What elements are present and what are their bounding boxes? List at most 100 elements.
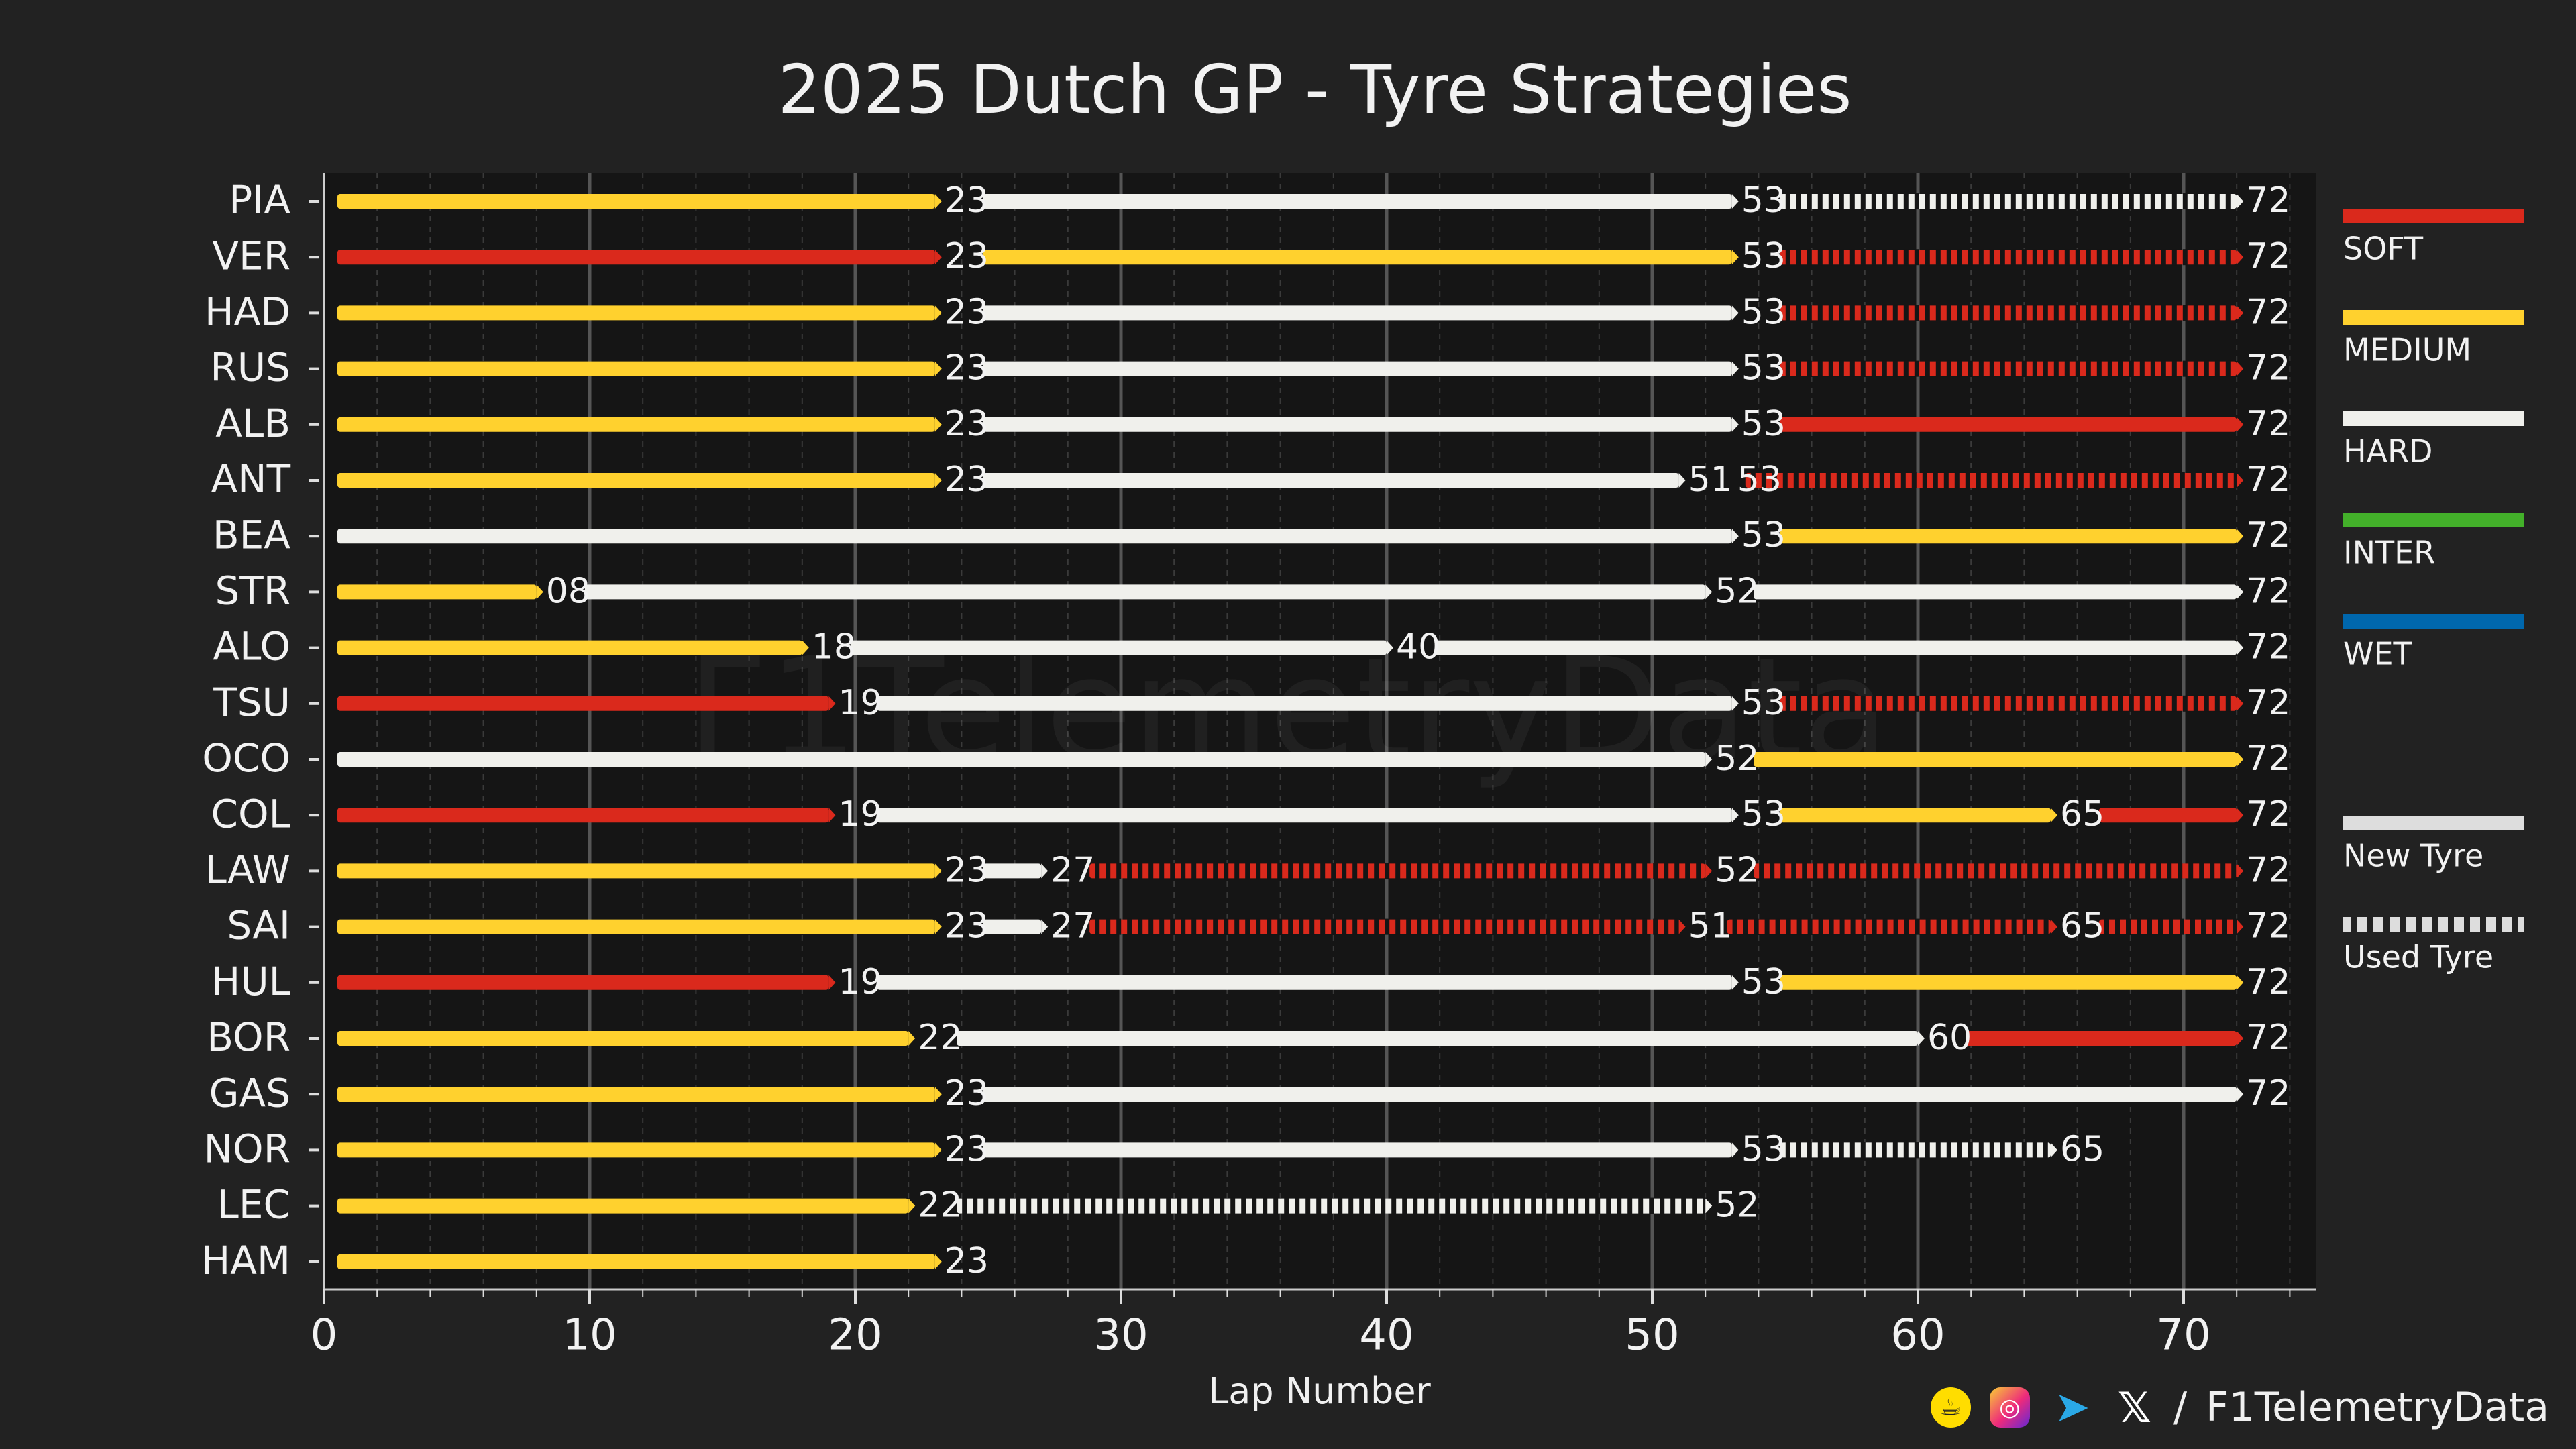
used-tyre-gap [1847, 472, 1852, 488]
used-tyre-gap [1871, 360, 1876, 377]
used-tyre-gap [1829, 918, 1834, 935]
used-tyre-gap [1005, 1197, 1010, 1214]
used-tyre-gap [1915, 918, 1920, 935]
used-tyre-gap [2150, 360, 2155, 377]
stint-end-arrow [828, 975, 836, 990]
used-tyre-gap [1796, 695, 1801, 712]
used-tyre-gap [1750, 472, 1756, 488]
used-tyre-gap [1112, 1197, 1118, 1214]
used-tyre-gap [2129, 305, 2134, 321]
used-tyre-gap [2043, 695, 2048, 712]
stint-end-label: 19 [838, 683, 882, 723]
used-tyre-gap [2169, 472, 2174, 488]
used-tyre-gap [2010, 695, 2016, 712]
used-tyre-gap [2107, 193, 2112, 209]
instagram-icon[interactable]: ◎ [1989, 1387, 2030, 1428]
used-tyre-gap [2000, 193, 2005, 209]
stint-bar [337, 1142, 935, 1158]
stint-end-arrow [1731, 975, 1739, 990]
used-tyre-gap [1882, 305, 1887, 321]
used-tyre-gap [1872, 918, 1877, 935]
used-tyre-gap [1754, 918, 1759, 935]
used-tyre-gap [1102, 1197, 1107, 1214]
footer-handle[interactable]: F1TelemetryData [2206, 1384, 2549, 1431]
used-tyre-gap [2096, 193, 2102, 209]
stint-end-arrow [1705, 863, 1713, 879]
used-tyre-pattern [1785, 193, 2231, 209]
stint-end-arrow [2237, 584, 2244, 600]
stint-end-arrow [2237, 863, 2244, 879]
used-tyre-gap [1674, 863, 1680, 879]
used-tyre-gap [2053, 360, 2059, 377]
used-tyre-gap [2029, 472, 2035, 488]
stint-end-arrow [2237, 529, 2244, 544]
used-tyre-gap [1968, 193, 1973, 209]
used-tyre-gap [1617, 1197, 1622, 1214]
used-tyre-gap [1374, 863, 1379, 879]
used-tyre-pattern [1095, 918, 1680, 935]
used-tyre-gap [2150, 193, 2155, 209]
used-tyre-gap [1935, 1142, 1941, 1159]
used-tyre-gap [1277, 863, 1283, 879]
used-tyre-gap [1882, 918, 1888, 935]
used-tyre-gap [1202, 863, 1208, 879]
x-tick-label: 70 [2156, 1311, 2210, 1360]
used-tyre-gap [2021, 695, 2027, 712]
stint-bar [957, 1031, 1918, 1046]
driver-label: VER [212, 233, 290, 278]
stint-bar [983, 1087, 2237, 1102]
used-tyre-gap [1649, 1197, 1654, 1214]
used-tyre-gap [1653, 918, 1658, 935]
used-tyre-gap [2040, 472, 2045, 488]
driver-label: HAM [201, 1238, 290, 1283]
used-tyre-gap [1925, 918, 1931, 935]
telegram-icon[interactable]: ➤ [2054, 1383, 2090, 1432]
used-tyre-gap [1882, 695, 1887, 712]
stint-end-label: 60 [1927, 1018, 1972, 1058]
used-tyre-gap [1946, 305, 1951, 321]
stint-end-label: 65 [2060, 1129, 2104, 1169]
used-tyre-gap [1309, 918, 1315, 935]
used-tyre-gap [1817, 305, 1823, 321]
stint-end-label: 22 [918, 1018, 962, 1058]
used-tyre-gap [1277, 918, 1283, 935]
used-tyre-gap [1059, 1197, 1064, 1214]
used-tyre-gap [1159, 863, 1165, 879]
stint-end-arrow [1678, 919, 1686, 934]
used-tyre-gap [1234, 918, 1240, 935]
used-tyre-gap [2064, 695, 2070, 712]
used-tyre-gap [1155, 1197, 1161, 1214]
stint-bar [983, 361, 1732, 376]
x-icon[interactable]: 𝕏 [2117, 1383, 2151, 1432]
used-tyre-gap [2158, 918, 2163, 935]
used-tyre-gap [1968, 249, 1973, 266]
used-tyre-gap [1148, 918, 1154, 935]
stint-bar [337, 250, 935, 265]
buy-me-a-coffee-icon[interactable]: ☕ [1930, 1387, 1971, 1428]
used-tyre-gap [1703, 1197, 1708, 1214]
used-tyre-gap [2167, 863, 2172, 879]
used-tyre-gap [1946, 249, 1951, 266]
used-tyre-gap [1935, 249, 1941, 266]
stint-bar [337, 194, 935, 209]
used-tyre-gap [1170, 863, 1175, 879]
used-tyre-pattern [1785, 249, 2231, 266]
used-tyre-gap [1984, 863, 1990, 879]
legend-swatch [2343, 411, 2524, 426]
used-tyre-gap [1460, 863, 1465, 879]
used-tyre-gap [1925, 1142, 1930, 1159]
legend-label: HARD [2343, 433, 2432, 470]
stint-end-arrow [2051, 808, 2057, 823]
used-tyre-gap [1914, 695, 1919, 712]
stint-bar [1780, 361, 2237, 376]
used-tyre-gap [1903, 193, 1909, 209]
used-tyre-gap [2135, 863, 2140, 879]
used-tyre-gap [2129, 360, 2134, 377]
used-tyre-gap [1653, 863, 1658, 879]
used-tyre-gap [1503, 863, 1508, 879]
used-tyre-gap [2190, 918, 2195, 935]
used-tyre-gap [2137, 472, 2142, 488]
used-tyre-gap [1943, 472, 1949, 488]
used-tyre-gap [1871, 1142, 1876, 1159]
